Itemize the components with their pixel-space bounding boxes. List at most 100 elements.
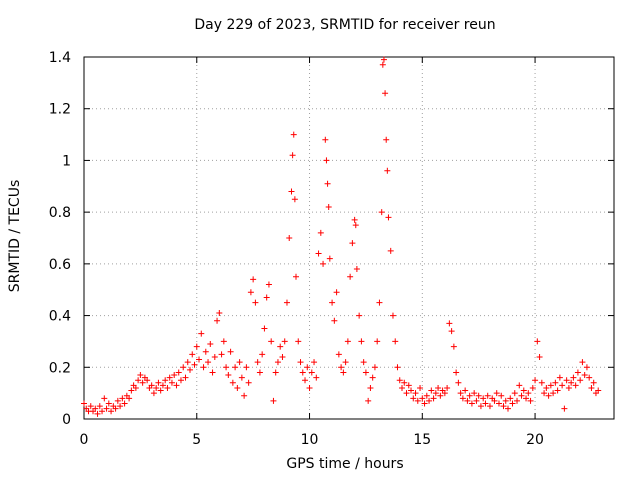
data-point	[119, 395, 126, 402]
data-point	[532, 377, 539, 384]
data-point	[545, 392, 552, 399]
data-point	[509, 400, 516, 407]
data-point	[379, 61, 386, 68]
data-point	[505, 405, 511, 412]
data-point	[428, 387, 435, 394]
data-point	[468, 400, 475, 407]
data-point	[232, 364, 239, 371]
data-point	[493, 390, 500, 397]
plot-frame	[83, 56, 615, 420]
data-point	[362, 369, 369, 376]
data-point	[430, 395, 437, 402]
data-point	[514, 397, 521, 404]
x-tick-label: 10	[301, 432, 319, 448]
data-point	[338, 364, 345, 371]
data-point	[209, 369, 216, 376]
data-point	[220, 338, 227, 345]
data-point	[432, 390, 439, 397]
data-point	[392, 338, 399, 345]
data-point	[453, 369, 460, 376]
data-point	[577, 377, 584, 384]
data-point	[435, 384, 442, 391]
data-point	[466, 392, 473, 399]
data-point	[352, 222, 359, 229]
data-point	[511, 390, 518, 397]
data-point	[516, 382, 523, 389]
y-tick-label: 0.6	[49, 257, 71, 273]
data-point	[175, 369, 182, 376]
data-point	[189, 351, 196, 358]
data-point	[523, 395, 530, 402]
data-point	[344, 338, 351, 345]
data-point	[507, 395, 514, 402]
data-point	[171, 372, 178, 379]
data-point	[153, 384, 160, 391]
x-tick-label: 20	[526, 432, 544, 448]
data-point	[500, 403, 507, 410]
y-tick-label: 0.8	[49, 205, 71, 221]
data-point	[121, 400, 128, 407]
data-point	[202, 348, 209, 355]
data-point	[196, 356, 203, 363]
data-point	[414, 397, 421, 404]
data-point	[128, 387, 135, 394]
y-tick-label: 0.2	[49, 360, 71, 376]
data-point	[227, 348, 234, 355]
y-axis-label: SRMTID / TECUs	[7, 179, 23, 293]
x-tick-label: 15	[413, 432, 431, 448]
data-point	[329, 299, 336, 306]
data-point	[353, 266, 360, 273]
data-point	[99, 408, 106, 415]
data-point	[112, 405, 119, 412]
data-point	[559, 382, 566, 389]
data-point	[315, 250, 322, 257]
data-point	[410, 395, 417, 402]
data-point	[480, 395, 487, 402]
data-point	[405, 382, 412, 389]
data-point	[177, 377, 184, 384]
data-point	[369, 374, 376, 381]
data-point	[382, 90, 389, 97]
data-point	[290, 131, 297, 138]
data-point	[157, 387, 164, 394]
x-axis-label: GPS time / hours	[286, 456, 404, 472]
data-point	[333, 289, 340, 296]
data-point	[457, 390, 464, 397]
data-point	[159, 382, 166, 389]
data-point	[184, 359, 191, 366]
data-point	[283, 299, 290, 306]
data-point	[340, 369, 347, 376]
data-point	[162, 377, 169, 384]
data-point	[371, 364, 378, 371]
data-point	[325, 203, 332, 210]
data-point	[214, 317, 221, 324]
data-point	[304, 364, 311, 371]
data-point	[541, 390, 548, 397]
data-point	[247, 289, 254, 296]
data-point	[590, 379, 597, 386]
data-point	[286, 235, 293, 241]
data-point	[105, 400, 112, 407]
data-point	[114, 397, 121, 404]
data-point	[288, 188, 295, 195]
data-point	[168, 379, 175, 386]
data-point	[426, 397, 433, 404]
data-point	[234, 384, 241, 391]
y-tick-label: 1.4	[49, 50, 71, 66]
data-point	[383, 136, 390, 143]
data-point	[144, 377, 151, 384]
data-point	[277, 343, 284, 350]
data-points	[81, 56, 602, 417]
data-point	[311, 359, 318, 366]
data-point	[324, 180, 331, 187]
data-point	[547, 382, 554, 389]
data-point	[293, 273, 299, 280]
data-point	[132, 384, 139, 391]
data-point	[417, 384, 424, 391]
data-point	[534, 338, 541, 345]
data-point	[289, 152, 296, 159]
data-point	[473, 397, 480, 404]
data-point	[92, 405, 99, 412]
data-point	[394, 364, 401, 371]
data-point	[229, 379, 236, 386]
